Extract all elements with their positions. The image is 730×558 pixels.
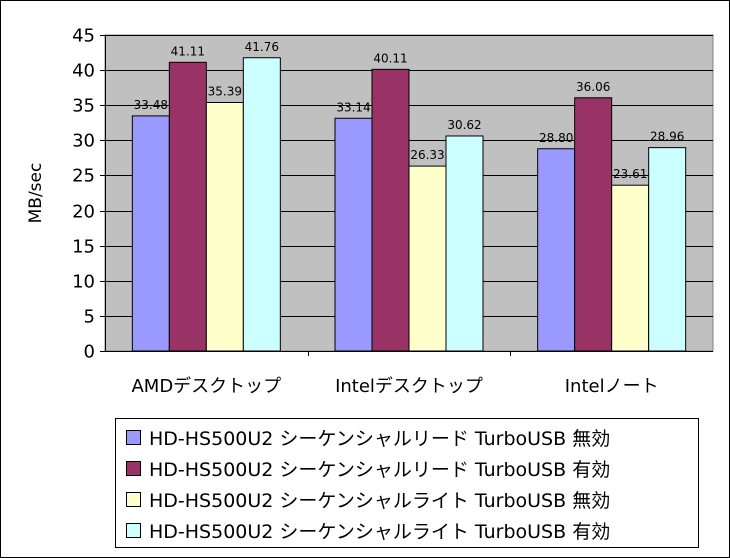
bar (334, 117, 373, 352)
data-label: 23.61 (613, 167, 647, 181)
data-label: 36.06 (576, 80, 610, 94)
category-label: Intelノート (565, 376, 659, 397)
data-label: 28.80 (539, 131, 573, 145)
data-label: 35.39 (208, 84, 242, 98)
legend-label: HD-HS500U2 シーケンシャルライト TurboUSB 有効 (149, 521, 611, 543)
y-tick-label: 45 (72, 26, 95, 47)
y-tick-label: 35 (72, 96, 95, 117)
bar (445, 135, 484, 352)
legend-item: HD-HS500U2 シーケンシャルリード TurboUSB 無効 (116, 422, 698, 453)
legend-label: HD-HS500U2 シーケンシャルライト TurboUSB 無効 (149, 490, 611, 512)
bar (611, 184, 650, 352)
legend: HD-HS500U2 シーケンシャルリード TurboUSB 無効 HD-HS50… (115, 418, 699, 548)
y-tick-label: 15 (72, 237, 95, 258)
y-tick-label: 5 (84, 307, 95, 328)
legend-item: HD-HS500U2 シーケンシャルライト TurboUSB 無効 (116, 484, 698, 515)
bar (131, 115, 170, 352)
data-label: 41.11 (171, 44, 205, 58)
legend-item: HD-HS500U2 シーケンシャルリード TurboUSB 有効 (116, 453, 698, 484)
bar (574, 97, 613, 352)
legend-swatch (126, 492, 141, 507)
y-tick-label: 40 (72, 61, 95, 82)
y-tick-label: 10 (72, 272, 95, 293)
bar (408, 165, 447, 352)
y-tick-label: 20 (72, 202, 95, 223)
data-label: 33.14 (336, 100, 370, 114)
legend-swatch (126, 430, 141, 445)
bar (648, 147, 687, 352)
legend-label: HD-HS500U2 シーケンシャルリード TurboUSB 無効 (149, 428, 611, 450)
bar (242, 57, 281, 352)
category-label: Intelデスクトップ (335, 376, 483, 397)
category-label: AMDデスクトップ (131, 376, 281, 397)
data-label: 33.48 (134, 98, 168, 112)
bar (168, 61, 207, 352)
legend-swatch (126, 461, 141, 476)
legend-swatch (126, 523, 141, 538)
bar (205, 101, 244, 352)
y-axis-label: MB/sec (26, 163, 46, 224)
y-tick-label: 25 (72, 166, 95, 187)
data-label: 41.76 (245, 40, 279, 54)
data-label: 30.62 (447, 118, 481, 132)
data-label: 40.11 (373, 51, 407, 65)
y-tick-label: 0 (84, 342, 95, 363)
bar (537, 148, 576, 352)
legend-label: HD-HS500U2 シーケンシャルリード TurboUSB 有効 (149, 459, 611, 481)
bar (371, 68, 410, 352)
y-tick-label: 30 (72, 131, 95, 152)
data-label: 28.96 (650, 130, 684, 144)
data-label: 26.33 (410, 148, 444, 162)
legend-item: HD-HS500U2 シーケンシャルライト TurboUSB 有効 (116, 515, 698, 546)
